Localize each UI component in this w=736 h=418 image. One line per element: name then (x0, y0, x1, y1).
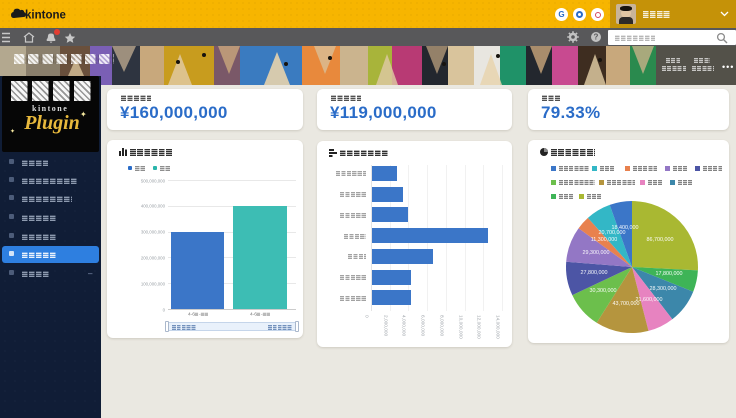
svg-text:17,800,000: 17,800,000 (656, 271, 683, 277)
svg-text:86,700,000: 86,700,000 (647, 237, 674, 243)
svg-text:?: ? (594, 33, 599, 42)
svg-text:28,300,000: 28,300,000 (650, 286, 677, 292)
svg-text:21,600,000: 21,600,000 (636, 297, 663, 303)
svg-text:11,300,000: 11,300,000 (591, 237, 618, 243)
svg-text:kintone: kintone (25, 10, 66, 22)
svg-text:20,700,000: 20,700,000 (599, 230, 626, 236)
svg-text:30,300,000: 30,300,000 (590, 288, 617, 294)
svg-text:43,700,000: 43,700,000 (613, 301, 640, 307)
svg-text:29,300,000: 29,300,000 (583, 250, 610, 256)
svg-text:27,800,000: 27,800,000 (581, 270, 608, 276)
svg-text:18,400,000: 18,400,000 (612, 225, 639, 231)
